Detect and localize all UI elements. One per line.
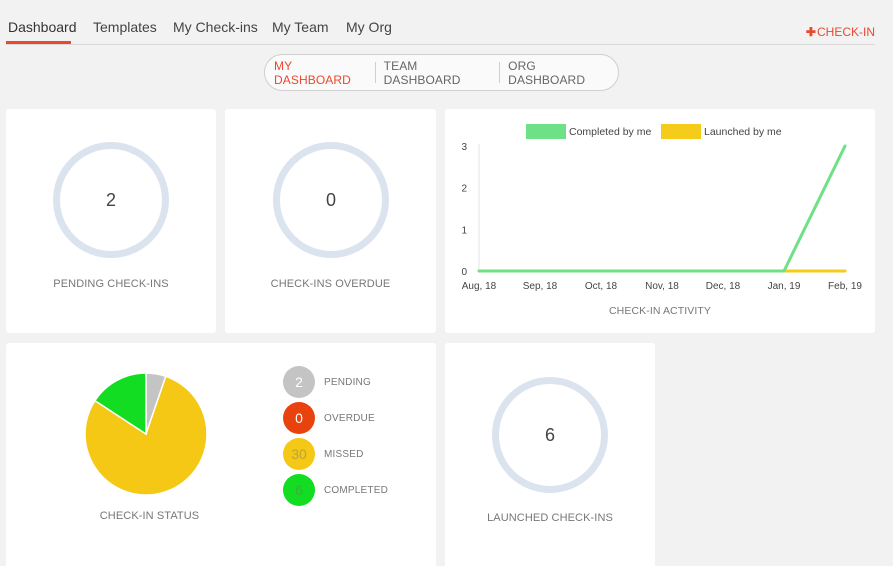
- check-in-activity-card: 0 1 2 3 Aug, 18 Sep, 18 Oct, 18 Nov, 18 Dec, 18 J…: [445, 109, 875, 333]
- check-ins-overdue-card[interactable]: 0 CHECK-INS OVERDUE: [225, 109, 436, 333]
- data-point: [782, 269, 786, 273]
- launched-count: 6: [544, 424, 555, 445]
- legend-swatch: [526, 124, 566, 139]
- pie-slice-completed: [93, 372, 147, 436]
- data-point: [721, 269, 725, 273]
- launched-check-ins-card[interactable]: 6 LAUNCHED CHECK-INS: [445, 343, 655, 566]
- data-point: [660, 269, 664, 273]
- legend-swatch: [661, 124, 701, 139]
- x-tick-label: Sep, 18: [523, 281, 558, 292]
- completed-status-label: COMPLETED: [324, 484, 389, 496]
- pending-status-label: PENDING: [324, 376, 371, 388]
- tab-my-check-ins[interactable]: My Check-ins: [173, 19, 258, 35]
- status-overdue-row[interactable]: 0 OVERDUE: [283, 402, 375, 434]
- y-tick-label: 1: [461, 225, 467, 236]
- launched-ring: 6: [492, 377, 608, 493]
- series-line-completed: [479, 145, 847, 273]
- pending-count: 2: [105, 189, 116, 210]
- check-in-status-card: CHECK-IN STATUS 2 PENDING 0 OVERDUE 30 M…: [6, 343, 436, 566]
- data-point: [843, 144, 847, 148]
- completed-dot: 6: [283, 474, 315, 506]
- dashboard-switcher: MY DASHBOARD TEAM DASHBOARD ORG DASHBOAR…: [264, 54, 619, 91]
- nav-divider: [6, 44, 875, 45]
- pie-slice-missed: [84, 375, 208, 496]
- y-tick-label: 0: [461, 267, 467, 278]
- status-completed-row[interactable]: 6 COMPLETED: [283, 474, 388, 506]
- plus-icon: ✚: [805, 25, 816, 39]
- tab-my-team[interactable]: My Team: [272, 19, 329, 35]
- missed-dot: 30: [283, 438, 315, 470]
- data-point: [843, 269, 847, 273]
- pending-ring: 2: [53, 142, 169, 258]
- x-tick-label: Jan, 19: [768, 281, 801, 292]
- check-in-activity-chart: 0 1 2 3 Aug, 18 Sep, 18 Oct, 18 Nov, 18 Dec, 18 J…: [461, 124, 862, 292]
- pending-label: PENDING CHECK-INS: [53, 278, 169, 290]
- my-dashboard-button[interactable]: MY DASHBOARD: [274, 58, 351, 87]
- x-tick-label: Oct, 18: [585, 281, 618, 292]
- org-dashboard-button[interactable]: ORG DASHBOARD: [508, 58, 586, 87]
- tab-my-org[interactable]: My Org: [346, 19, 392, 35]
- overdue-status-label: OVERDUE: [324, 412, 375, 424]
- x-tick-label: Dec, 18: [706, 281, 741, 292]
- check-in-button-label: CHECK-IN: [816, 25, 875, 39]
- y-tick-label: 3: [461, 142, 467, 153]
- team-dashboard-button[interactable]: TEAM DASHBOARD: [383, 58, 461, 87]
- switcher-divider: [499, 62, 501, 83]
- data-point: [599, 269, 603, 273]
- tab-dashboard[interactable]: Dashboard: [8, 19, 77, 35]
- launched-label: LAUNCHED CHECK-INS: [487, 512, 613, 524]
- data-point: [477, 269, 481, 273]
- switcher-divider: [374, 62, 376, 83]
- overdue-label: CHECK-INS OVERDUE: [270, 278, 391, 290]
- check-in-status-pie: [84, 372, 208, 496]
- tab-templates[interactable]: Templates: [93, 19, 157, 35]
- active-tab-indicator: [6, 41, 71, 44]
- status-pending-row[interactable]: 2 PENDING: [283, 366, 371, 398]
- x-tick-label: Aug, 18: [462, 281, 497, 292]
- activity-chart-title: CHECK-IN ACTIVITY: [608, 305, 712, 317]
- top-nav: Dashboard Templates My Check-ins My Team…: [0, 0, 893, 45]
- pending-dot: 2: [283, 366, 315, 398]
- data-point: [538, 269, 542, 273]
- x-tick-label: Feb, 19: [828, 281, 862, 292]
- x-tick-label: Nov, 18: [645, 281, 679, 292]
- status-title: CHECK-IN STATUS: [99, 510, 200, 522]
- overdue-dot: 0: [283, 402, 315, 434]
- pending-check-ins-card[interactable]: 2 PENDING CHECK-INS: [6, 109, 216, 333]
- new-check-in-button[interactable]: ✚CHECK-IN: [806, 25, 875, 39]
- missed-status-label: MISSED: [324, 448, 364, 460]
- overdue-ring: 0: [273, 142, 389, 258]
- legend-label: Launched by me: [704, 126, 782, 138]
- y-tick-label: 2: [461, 184, 467, 195]
- overdue-count: 0: [325, 189, 336, 210]
- status-missed-row[interactable]: 30 MISSED: [283, 438, 364, 470]
- legend-label: Completed by me: [569, 126, 651, 138]
